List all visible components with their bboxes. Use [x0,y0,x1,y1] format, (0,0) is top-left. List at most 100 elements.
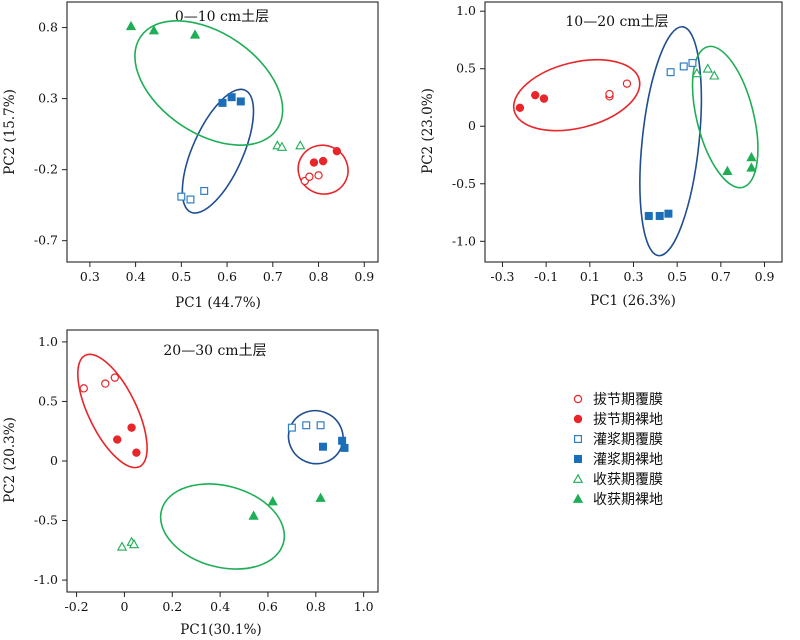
x-axis-title: PC1 (44.7%) [175,295,261,311]
legend-marker [573,414,583,424]
group-ellipse-green [159,483,286,570]
x-tick-label: 0.7 [263,269,283,284]
legend-label: 收获期裸地 [593,492,663,508]
x-tick-label: -0.2 [65,599,89,614]
data-point [248,510,259,520]
data-point [666,68,675,77]
data-point [101,379,110,388]
data-point [189,29,201,39]
data-point [318,442,327,451]
x-axis-title: PC1(30.1%) [180,622,261,638]
legend-label: 灌浆期裸地 [593,452,663,468]
data-point [305,172,314,181]
data-point [746,151,757,162]
data-point [177,192,186,201]
data-point [340,443,349,452]
data-point [236,97,245,106]
data-point [309,158,319,167]
x-tick-label: 0.2 [162,599,182,614]
y-tick-label: 0.3 [38,91,58,106]
x-tick-label: 0.8 [309,269,329,284]
data-point [287,423,296,432]
y-tick-label: -0.5 [452,176,476,191]
data-point [227,93,236,102]
data-point [605,89,614,99]
legend-label: 拔节期覆膜 [593,392,663,408]
x-tick-label: 0.3 [80,269,100,284]
data-point [722,165,733,176]
x-tick-label: 0.4 [126,269,146,284]
data-point [276,141,288,151]
x-tick-label: 0.5 [667,269,687,284]
x-tick-label: 0.9 [755,269,775,284]
data-point [679,62,688,71]
data-point [148,25,160,35]
data-point [644,211,653,220]
legend-label: 收获期覆膜 [593,472,663,488]
data-point [664,209,673,218]
panel-0-10cm: 0—10 cm土层 PC1 (44.7%) PC2 (15.7%) 0.3 0.4… [2,1,379,311]
x-tick-label: 0.5 [171,269,191,284]
panel-title: 20—30 cm土层 [163,343,266,359]
data-point [125,20,137,31]
data-point [79,384,88,393]
data-point [531,90,540,100]
y-tick-label: -1.0 [452,233,476,248]
y-axis-title: PC2 (20.3%) [2,417,18,503]
x-axis-title: PC1 (26.3%) [590,293,676,309]
legend-marker [572,473,584,483]
data-point [314,171,323,180]
x-tick-label: 0.8 [306,599,326,614]
plot-frame [484,1,783,263]
x-tick-label: 0.7 [711,269,731,284]
data-point [295,140,306,150]
data-point [315,492,326,502]
y-tick-label: -0.5 [34,513,58,528]
legend-marker [572,493,584,503]
data-point [116,541,128,551]
data-point [691,67,702,78]
data-point [132,448,141,457]
x-tick-label: 0.4 [210,599,230,614]
y-tick-label: 0.5 [38,393,58,408]
data-point [128,539,140,549]
data-point [515,103,525,113]
legend-marker [573,394,583,404]
data-point [709,70,720,80]
data-point [316,421,325,430]
panel-title: 10—20 cm土层 [565,14,668,30]
x-tick-label: 0 [120,599,128,614]
data-point [267,496,278,506]
y-axis-title: PC2 (23.0%) [420,88,436,174]
data-point [318,156,328,166]
group-ellipse-green [134,20,284,146]
y-tick-label: 0.8 [38,20,58,35]
y-tick-label: 1.0 [456,3,476,18]
panel-20-30cm: 20—30 cm土层 PC1(30.1%) PC2 (20.3%) -0.2 0 0… [2,329,379,638]
legend-label: 拔节期裸地 [593,412,663,428]
legend-marker [573,455,582,464]
data-point [113,435,122,444]
y-tick-label: 0.5 [456,61,476,76]
data-point [332,146,342,156]
group-ellipse-blue [181,88,255,214]
panel-10-20cm: 10—20 cm土层 PC1 (26.3%) PC2 (23.0%) -0.3 -… [420,1,783,309]
data-point [338,436,347,445]
y-axis-title: PC2 (15.7%) [2,89,18,175]
legend-label: 灌浆期覆膜 [593,432,663,448]
legend-marker [573,435,582,444]
data-point [746,162,757,172]
data-point [127,423,136,432]
x-tick-label: -0.3 [490,269,514,284]
plot-frame [66,1,379,263]
x-tick-label: 0.9 [354,269,374,284]
y-tick-label: 0 [468,118,476,133]
x-tick-label: 0.6 [258,599,278,614]
x-tick-label: 0.3 [624,269,644,284]
y-tick-label: 0 [50,453,58,468]
y-tick-label: -0.2 [34,162,58,177]
data-point [110,373,120,382]
group-ellipse-red [77,353,148,469]
x-tick-label: 1.0 [354,599,374,614]
